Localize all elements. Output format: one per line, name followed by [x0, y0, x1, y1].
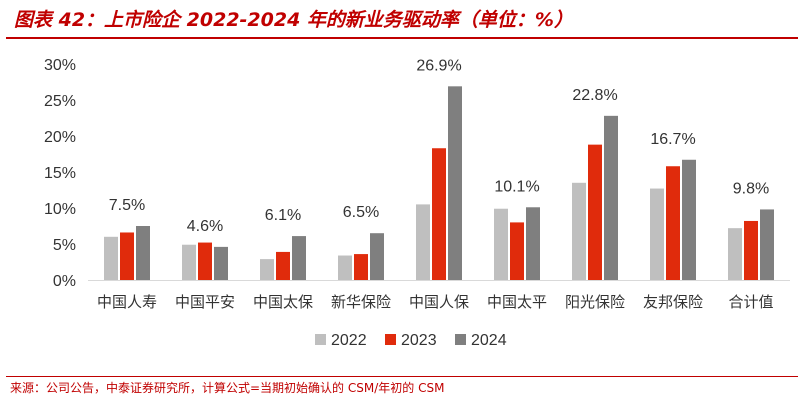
bar-2023 — [198, 242, 212, 280]
y-tick-label: 10% — [44, 201, 76, 218]
x-tick-label: 中国太保 — [253, 293, 313, 311]
bar-2024 — [448, 86, 462, 280]
title-divider — [6, 37, 798, 39]
x-tick-label: 中国太平 — [487, 293, 547, 311]
bar-2023 — [276, 251, 290, 280]
y-tick-label: 25% — [44, 93, 76, 110]
y-tick-label: 15% — [44, 165, 76, 182]
bar-2023 — [744, 220, 758, 280]
bar-2024 — [760, 209, 774, 280]
y-tick-label: 0% — [53, 273, 76, 290]
bar-2024 — [526, 207, 540, 280]
bar-2022 — [260, 259, 274, 280]
legend-swatch-2022 — [315, 334, 326, 345]
x-tick-label: 中国人保 — [409, 293, 469, 311]
x-tick-label: 友邦保险 — [643, 293, 703, 311]
bar-2023 — [120, 232, 134, 280]
y-tick-label: 5% — [53, 237, 76, 254]
x-axis: 中国人寿 中国平安 中国太保 新华保险 中国人保 中国太平 阳光保险 友邦保险 合计值 — [97, 293, 774, 311]
legend-label: 2024 — [471, 332, 507, 349]
bar-2024 — [136, 226, 150, 280]
bar-2022 — [494, 208, 508, 280]
bar-2024 — [682, 159, 696, 280]
data-labels: 7.5% 4.6% 6.1% 6.5% 26.9% 10.1% 22.8% 16.7% 9.8% — [109, 57, 769, 235]
source-note: 来源：公司公告，中泰证券研究所，计算公式=当期初始确认的 CSM/年初的 CSM — [10, 381, 445, 395]
bar-2022 — [572, 182, 586, 280]
bar-2022 — [338, 255, 352, 280]
bar-2023 — [432, 148, 446, 280]
bar-2022 — [182, 244, 196, 280]
bar-2024 — [370, 233, 384, 280]
legend-label: 2023 — [401, 332, 437, 349]
bar-2024 — [214, 246, 228, 280]
legend-swatch-2023 — [385, 334, 396, 345]
legend: 2022 2023 2024 — [315, 332, 507, 349]
data-label: 26.9% — [416, 57, 461, 74]
data-label: 7.5% — [109, 197, 145, 214]
x-tick-label: 中国人寿 — [97, 293, 157, 311]
x-tick-label: 合计值 — [728, 293, 773, 311]
bar-group — [104, 86, 774, 280]
bar-2023 — [510, 222, 524, 280]
bar-chart: 0% 5% 10% 15% 20% 25% 30% 中国人寿 中国平安 中国太保 新华保险 中国人保… — [44, 57, 790, 349]
legend-swatch-2024 — [455, 334, 466, 345]
bar-2023 — [666, 166, 680, 280]
y-axis: 0% 5% 10% 15% 20% 25% 30% — [44, 57, 76, 290]
data-label: 4.6% — [187, 218, 223, 235]
bar-2023 — [354, 254, 368, 280]
x-tick-label: 阳光保险 — [565, 293, 625, 311]
bar-2022 — [728, 228, 742, 280]
data-label: 10.1% — [494, 178, 539, 195]
data-label: 22.8% — [572, 87, 617, 104]
y-tick-label: 30% — [44, 57, 76, 74]
bar-2024 — [292, 236, 306, 280]
bar-2024 — [604, 115, 618, 280]
footer-divider — [6, 376, 798, 377]
bar-2023 — [588, 144, 602, 280]
data-label: 6.5% — [343, 204, 379, 221]
page-title: 图表 42：上市险企 2022-2024 年的新业务驱动率（单位：%） — [14, 9, 573, 31]
data-label: 6.1% — [265, 207, 301, 224]
data-label: 16.7% — [650, 131, 695, 148]
y-tick-label: 20% — [44, 129, 76, 146]
bar-2022 — [650, 188, 664, 280]
x-tick-label: 新华保险 — [331, 293, 391, 311]
legend-label: 2022 — [331, 332, 367, 349]
data-label: 9.8% — [733, 180, 769, 197]
bar-2022 — [104, 236, 118, 280]
bar-2022 — [416, 204, 430, 280]
x-tick-label: 中国平安 — [175, 293, 235, 311]
